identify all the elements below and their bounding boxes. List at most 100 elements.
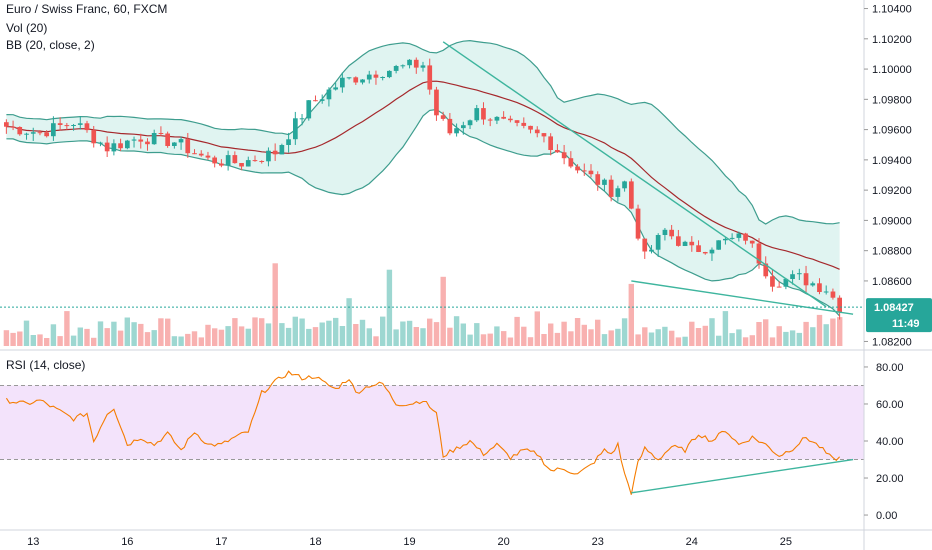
candle-body [413,59,419,68]
candle-body [662,229,668,235]
candle-body [723,238,728,241]
price-tag-countdown: 11:49 [892,318,920,330]
candle-body [178,139,184,143]
volume-bar [716,335,722,346]
volume-bar [117,330,124,346]
price-tag[interactable]: 1.08427 11:49 [866,298,932,333]
volume-bar [837,317,843,346]
candle-body [770,276,775,287]
volume-bar [581,324,587,346]
volume-bar [460,323,466,346]
volume-bar [615,328,621,346]
chart-title[interactable]: Euro / Swiss Franc, 60, FXCM [6,2,168,16]
volume-bar [225,326,231,346]
candle-body [420,65,426,68]
bollinger-upper [6,39,840,225]
candle-body [353,77,359,83]
volume-legend[interactable]: Vol (20) [6,21,48,35]
volume-bar [191,331,198,346]
price-tick-label: 1.10000 [872,64,912,76]
rsi-legend[interactable]: RSI (14, close) [6,358,86,372]
candle-body [340,77,345,88]
candle-body [286,139,291,145]
candle-body [64,125,70,127]
candle-body [615,188,621,197]
candle-body [581,170,587,172]
bollinger-legend[interactable]: BB (20, close, 2) [6,38,95,52]
candle-body [98,142,103,144]
candle-body [487,119,493,121]
rsi-tick-label: 60.00 [876,399,904,411]
bollinger-fill [6,40,840,316]
volume-bar [823,324,829,346]
volume-bar [272,263,278,346]
candle-body [30,132,36,134]
rsi-tick-label: 0.00 [876,510,897,522]
candle-body [118,143,123,149]
candle-body [568,158,574,167]
volume-bar [601,334,608,346]
candle-body [514,120,520,123]
candle-body [501,116,506,119]
candle-body [279,145,285,155]
time-tick-label: 19 [403,536,415,548]
volume-bar [682,336,688,346]
volume-bar [440,276,446,346]
volume-bar [17,331,23,346]
candle-body [17,127,23,135]
candle-body [736,233,742,238]
volume-bar [326,320,332,346]
volume-bar [178,336,184,346]
volume-bar [756,322,762,346]
rsi-tick-label: 40.00 [876,436,904,448]
volume-bar [635,334,641,346]
volume-bar [534,311,540,346]
candle-body [447,118,453,134]
candle-body [145,141,150,145]
candle-body [561,152,567,159]
candle-body [225,155,231,166]
candle-body [588,170,594,175]
candle-body [212,157,217,164]
volume-bar [675,337,682,346]
volume-bar [299,318,305,346]
candle-body [4,122,9,127]
time-tick-label: 17 [215,536,227,548]
volume-bar [144,332,151,346]
volume-bar [642,327,648,346]
candle-body [575,166,580,171]
volume-bar [84,328,90,346]
volume-bar [514,316,520,346]
candle-body [716,240,721,250]
volume-bar [171,336,178,346]
volume-bar [44,338,50,346]
volume-bar [238,326,245,346]
rsi-pane [0,370,864,495]
candle-body [57,123,63,125]
volume-bar [447,327,453,346]
volume-bar [474,323,480,346]
volume-bar [373,336,379,346]
candle-body [729,237,735,239]
candle-body [245,160,251,167]
candle-body [467,120,473,126]
volume-bar [695,328,702,346]
volume-bar [453,316,460,346]
candle-body [293,118,298,140]
price-tick-label: 1.10200 [872,34,912,46]
candle-body [689,241,695,246]
volume-bar [306,328,312,346]
volume-bar [346,298,352,346]
candle-body [299,118,305,120]
rsi-tick-label: 80.00 [876,362,904,374]
volume-bar [648,332,655,346]
volume-bar [111,321,117,346]
volume-bar [3,330,10,346]
candle-body [172,142,177,146]
candle-body [387,70,392,78]
candle-body [272,150,278,155]
candle-body [481,108,486,120]
candle-body [508,118,513,121]
